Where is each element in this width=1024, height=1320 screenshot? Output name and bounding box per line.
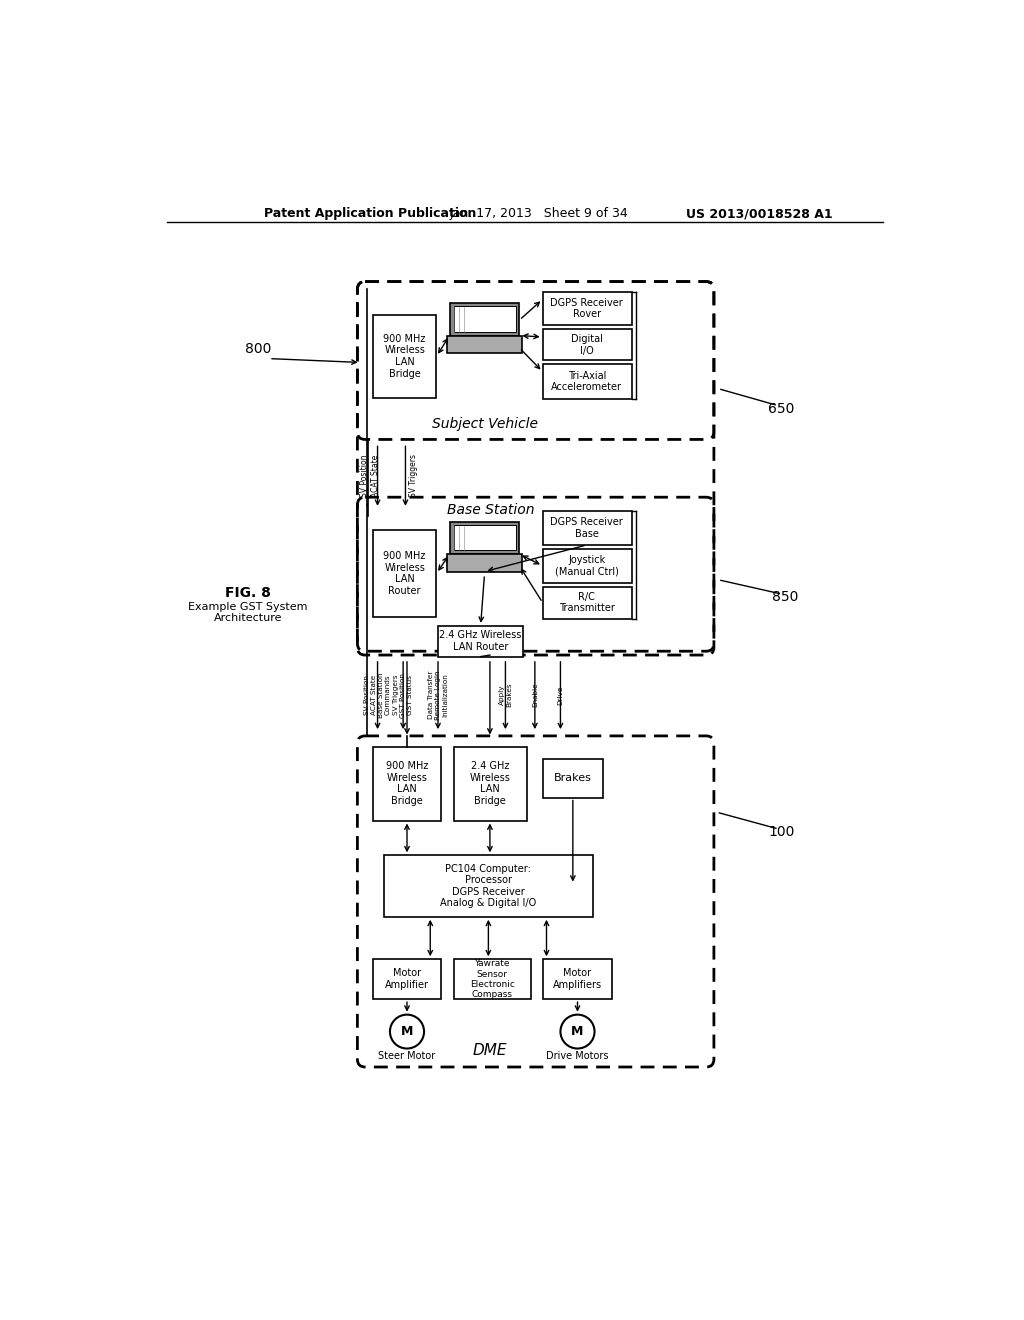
Text: Motor
Amplifiers: Motor Amplifiers (553, 969, 602, 990)
Bar (454, 306, 515, 331)
Text: 2.4 GHz
Wireless
LAN
Bridge: 2.4 GHz Wireless LAN Bridge (469, 762, 510, 807)
Bar (543, 330, 632, 360)
Text: PC104 Computer:
Processor
DGPS Receiver
Analog & Digital I/O: PC104 Computer: Processor DGPS Receiver … (440, 863, 537, 908)
Text: US 2013/0018528 A1: US 2013/0018528 A1 (686, 207, 833, 220)
Text: Motor
Amplifier: Motor Amplifier (385, 969, 429, 990)
Text: Joystick
(Manual Ctrl): Joystick (Manual Ctrl) (555, 554, 618, 577)
Text: Data Transfer
Remote Login
Initialization: Data Transfer Remote Login Initializatio… (428, 671, 449, 719)
Bar (543, 292, 632, 326)
Text: 800: 800 (245, 342, 271, 356)
Bar (543, 549, 632, 582)
Bar (543, 364, 632, 400)
Text: Subject Vehicle: Subject Vehicle (431, 417, 538, 432)
Text: DGPS Receiver
Base: DGPS Receiver Base (551, 517, 624, 539)
Text: FIG. 8: FIG. 8 (225, 586, 271, 601)
Bar (373, 747, 441, 821)
Text: M: M (571, 1026, 584, 1038)
Text: 650: 650 (768, 401, 795, 416)
Bar (544, 960, 611, 999)
Text: SV Triggers
GST Position
GST Status: SV Triggers GST Position GST Status (393, 673, 413, 718)
Bar (373, 531, 436, 616)
Text: Patent Application Publication: Patent Application Publication (263, 207, 476, 220)
Bar (373, 960, 441, 999)
Text: Digital
I/O: Digital I/O (570, 334, 603, 355)
Bar (450, 521, 519, 554)
Bar (454, 960, 531, 999)
Text: Apply
Brakes: Apply Brakes (499, 682, 512, 708)
Text: 2.4 GHz Wireless
LAN Router: 2.4 GHz Wireless LAN Router (439, 631, 522, 652)
Text: Drive Motors: Drive Motors (546, 1051, 608, 1061)
Text: Architecture: Architecture (214, 612, 283, 623)
Text: Brakes: Brakes (554, 774, 592, 783)
Text: SV Triggers: SV Triggers (409, 454, 418, 498)
Bar (454, 525, 515, 550)
Bar (446, 554, 522, 572)
Bar (373, 314, 436, 397)
Text: Drive: Drive (557, 685, 563, 705)
Text: 900 MHz
Wireless
LAN
Bridge: 900 MHz Wireless LAN Bridge (386, 762, 428, 807)
Bar (543, 759, 603, 797)
Text: Example GST System: Example GST System (188, 602, 308, 612)
Text: 100: 100 (768, 825, 795, 840)
Text: Enable: Enable (531, 682, 538, 708)
Bar (384, 855, 593, 917)
Bar (446, 335, 522, 352)
Text: Tri-Axial
Accelerometer: Tri-Axial Accelerometer (551, 371, 623, 392)
Text: R/C
Transmitter: R/C Transmitter (559, 591, 614, 614)
Text: 850: 850 (772, 590, 799, 605)
Text: Steer Motor: Steer Motor (379, 1051, 435, 1061)
Text: Base Station: Base Station (446, 503, 535, 516)
Text: DME: DME (473, 1043, 507, 1057)
Text: Jan. 17, 2013   Sheet 9 of 34: Jan. 17, 2013 Sheet 9 of 34 (450, 207, 629, 220)
Text: M: M (400, 1026, 414, 1038)
Bar (543, 511, 632, 545)
Bar (543, 586, 632, 619)
Text: Yawrate
Sensor
Electronic
Compass: Yawrate Sensor Electronic Compass (470, 960, 515, 999)
Bar (450, 304, 519, 335)
Bar (454, 747, 527, 821)
Text: 900 MHz
Wireless
LAN
Bridge: 900 MHz Wireless LAN Bridge (383, 334, 426, 379)
Bar (438, 626, 523, 656)
Text: SV Position
ACAT State: SV Position ACAT State (360, 454, 380, 496)
Text: SV Position
ACAT State
Base Station
Commands: SV Position ACAT State Base Station Comm… (365, 672, 391, 718)
Text: 900 MHz
Wireless
LAN
Router: 900 MHz Wireless LAN Router (383, 550, 426, 595)
Text: DGPS Receiver
Rover: DGPS Receiver Rover (551, 298, 624, 319)
